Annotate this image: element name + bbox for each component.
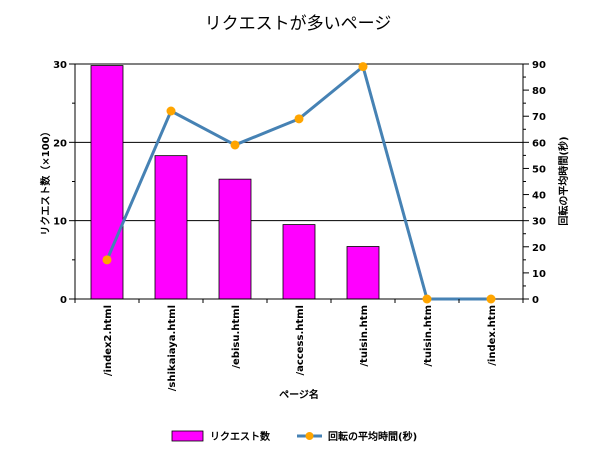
left-tick-label: 20 — [53, 138, 67, 149]
category-label: /index2.html — [103, 305, 114, 376]
bar — [218, 178, 252, 300]
x-axis-title: ページ名 — [279, 388, 319, 401]
left-axis-ticks: 0 10 20 30 — [53, 60, 75, 306]
legend-swatch-marker — [305, 432, 314, 440]
category-label: /shikaiaya.html — [167, 305, 178, 391]
right-tick-label: 40 — [532, 191, 546, 202]
legend-swatch-bar — [171, 430, 204, 442]
right-tick-label: 50 — [532, 164, 546, 175]
right-tick-label: 70 — [532, 112, 546, 123]
right-tick-label: 30 — [532, 217, 546, 228]
line-point — [486, 294, 496, 304]
right-tick-label: 0 — [532, 295, 539, 306]
category-labels: /index2.html/shikaiaya.html/ebisu.html/a… — [74, 299, 524, 391]
right-tick-label: 90 — [532, 60, 546, 71]
legend-label-bar: リクエスト数 — [210, 430, 271, 443]
line-point — [294, 114, 304, 124]
bar-series — [90, 65, 380, 300]
gridlines — [75, 141, 523, 222]
right-tick-label: 10 — [532, 269, 546, 280]
line-series — [102, 62, 496, 304]
category-label: /tuisin.htm — [423, 305, 434, 367]
category-label: /access.html — [295, 305, 306, 376]
category-label: /tuisin.htm — [359, 305, 370, 367]
line-point — [358, 62, 368, 72]
line-point — [102, 255, 112, 265]
right-tick-label: 20 — [532, 243, 546, 254]
legend: リクエスト数 回転の平均時間(秒) — [171, 430, 417, 443]
bar — [282, 224, 316, 300]
left-tick-label: 10 — [53, 217, 67, 228]
left-tick-label: 30 — [53, 60, 67, 71]
bar — [346, 246, 380, 300]
right-axis-title: 回転の平均時間(秒) — [557, 136, 570, 225]
right-tick-label: 80 — [532, 86, 546, 97]
bar — [154, 155, 188, 300]
category-label: /ebisu.html — [231, 305, 242, 369]
line-point — [422, 294, 432, 304]
left-axis-title: リクエスト数（×100） — [39, 126, 52, 235]
right-axis-ticks: 0 10 20 30 40 50 60 70 80 90 — [523, 60, 546, 306]
line-point — [166, 106, 176, 116]
line-point — [230, 140, 240, 150]
legend-label-line: 回転の平均時間(秒) — [328, 430, 417, 443]
right-tick-label: 60 — [532, 138, 546, 149]
category-label: /index.htm — [487, 305, 498, 366]
left-tick-label: 0 — [60, 295, 67, 306]
chart-title: リクエストが多いページ — [205, 14, 392, 34]
